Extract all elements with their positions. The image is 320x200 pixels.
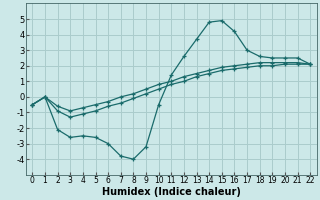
X-axis label: Humidex (Indice chaleur): Humidex (Indice chaleur) xyxy=(102,187,241,197)
